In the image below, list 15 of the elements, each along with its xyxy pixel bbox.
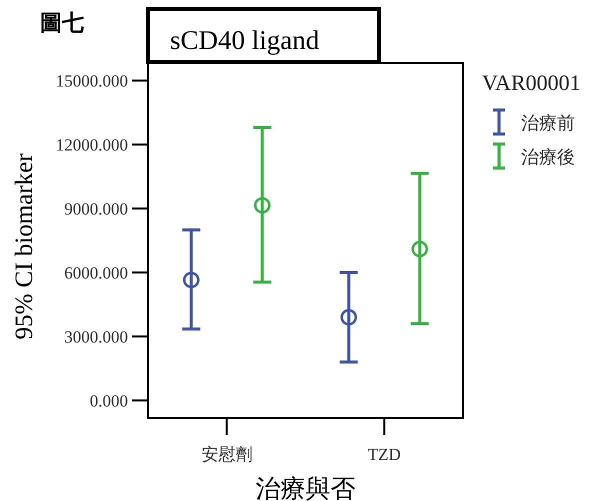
x-tick-label: TZD [368,445,401,464]
y-tick-label: 12000.000 [56,136,128,155]
y-tick-label: 6000.000 [64,263,128,282]
x-tick-label: 安慰劑 [201,445,252,464]
y-tick-label: 3000.000 [64,327,128,346]
chart-title: sCD40 ligand [170,25,320,55]
y-axis-title: 95% CI biomarker [11,152,38,340]
y-tick-label: 0.000 [90,391,128,410]
text: 圖七 [40,10,84,35]
x-axis-title: 治療與否 [256,475,356,501]
legend-label: 治療前 [521,113,575,133]
legend-label: 治療後 [521,147,575,167]
y-tick-label: 9000.000 [64,200,128,219]
legend-title: VAR00001 [482,70,581,95]
y-tick-label: 15000.000 [56,72,128,91]
